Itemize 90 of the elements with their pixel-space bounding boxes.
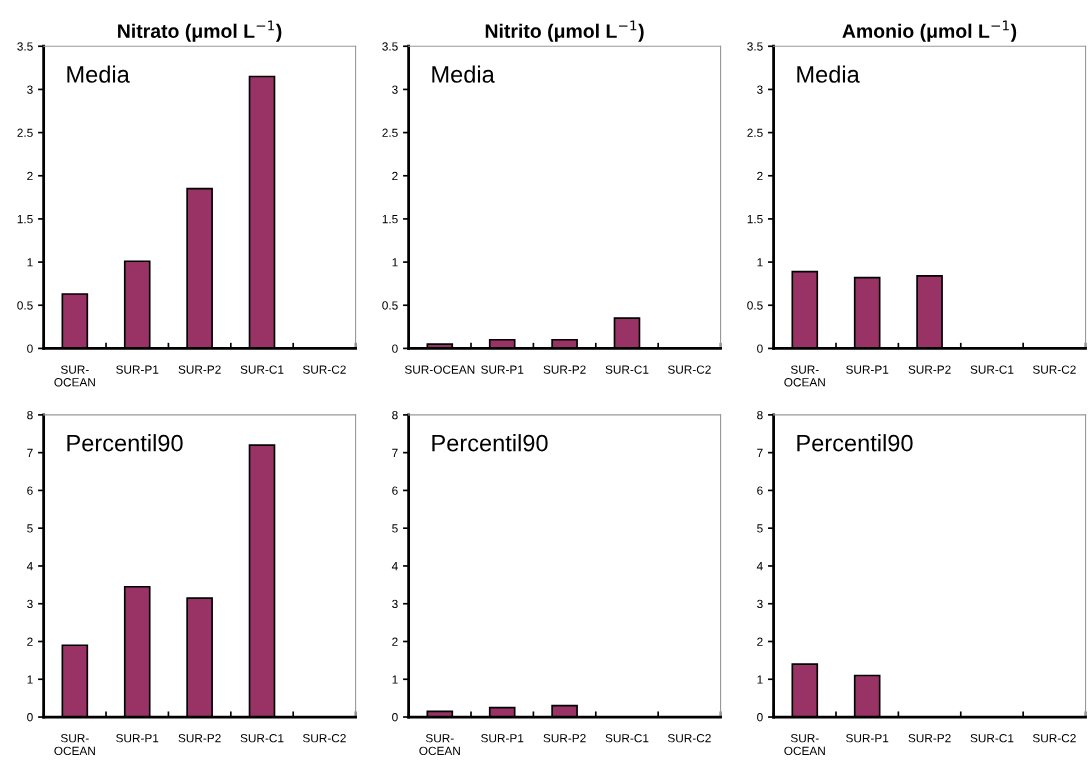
y-tick-label: 2 xyxy=(757,171,763,181)
x-tick-label: SUR-OCEAN xyxy=(404,365,475,374)
y-tick-label: 0 xyxy=(392,713,398,722)
y-tick-label: 7 xyxy=(392,448,398,457)
y-tick-label: 8 xyxy=(392,410,398,420)
chart-title: Amonio (μmol L$^{−1}$) xyxy=(842,20,1017,42)
annotation: Media xyxy=(432,65,495,83)
x-tick-label: SUR-C1 xyxy=(605,365,649,374)
y-tick-label: 2.5 xyxy=(382,128,398,137)
y-tick-label: 0 xyxy=(392,344,398,353)
x-tick-label: SUR-P1 xyxy=(846,365,889,374)
y-tick-label: 2.5 xyxy=(747,128,763,137)
y-tick-label: 0.5 xyxy=(382,301,398,310)
x-tick-label: SUR-C2 xyxy=(302,734,346,743)
chart-title: Nitrito (μmol L$^{−1}$) xyxy=(485,20,644,42)
y-tick-label: 5 xyxy=(392,524,398,533)
y-tick-label: 1 xyxy=(392,675,398,684)
x-tick-label: SUR-P1 xyxy=(116,734,159,743)
x-tick-label: SUR-C2 xyxy=(1032,734,1076,743)
chart-title: Nitrato (μmol L$^{−1}$) xyxy=(118,20,282,42)
annotation: Percentil90 xyxy=(797,434,913,452)
y-tick-label: 3 xyxy=(27,85,33,94)
y-tick-label: 2 xyxy=(757,637,763,646)
annotation: Percentil90 xyxy=(432,434,548,452)
y-tick-label: 2 xyxy=(27,171,33,181)
x-tick-label: SUR-C1 xyxy=(970,734,1014,743)
x-tick-label: SUR-P1 xyxy=(116,365,159,374)
x-tick-label: SUR-C2 xyxy=(302,365,346,374)
y-tick-label: 3.5 xyxy=(17,42,33,51)
y-tick-label: 1 xyxy=(392,258,398,267)
y-tick-label: 4 xyxy=(26,562,33,571)
y-tick-label: 5 xyxy=(757,524,763,533)
y-tick-label: 0 xyxy=(757,713,763,722)
x-tick-label: SUR-C1 xyxy=(240,365,284,374)
x-tick-label: SUR-P2 xyxy=(908,365,951,374)
y-tick-label: 1.5 xyxy=(17,215,33,224)
y-tick-label: 0 xyxy=(27,344,33,353)
y-tick-label: 3 xyxy=(27,599,33,609)
y-tick-label: 1 xyxy=(27,675,33,684)
y-tick-label: 4 xyxy=(391,562,398,571)
annotation: Media xyxy=(797,65,860,83)
y-tick-label: 4 xyxy=(756,562,763,571)
y-tick-label: 2 xyxy=(392,171,398,181)
x-tick-label: SUR- OCEAN xyxy=(54,365,95,387)
x-tick-label: SUR- OCEAN xyxy=(54,734,95,756)
y-tick-label: 1 xyxy=(757,675,763,684)
x-tick-label: SUR-P1 xyxy=(481,365,524,374)
y-tick-label: 0.5 xyxy=(17,301,33,310)
y-tick-label: 1.5 xyxy=(382,215,398,224)
y-tick-label: 7 xyxy=(757,448,763,457)
y-tick-label: 8 xyxy=(27,410,33,420)
y-tick-label: 1 xyxy=(27,258,33,267)
y-tick-label: 5 xyxy=(27,524,33,533)
x-tick-label: SUR-P2 xyxy=(908,734,951,743)
x-tick-label: SUR-C2 xyxy=(1032,365,1076,374)
y-tick-label: 0 xyxy=(757,344,763,353)
y-tick-label: 3.5 xyxy=(382,42,398,51)
y-tick-label: 1.5 xyxy=(747,215,763,224)
x-tick-label: SUR-P1 xyxy=(481,734,524,743)
x-tick-label: SUR- OCEAN xyxy=(784,365,825,387)
annotation: Percentil90 xyxy=(67,434,183,452)
x-tick-label: SUR-C1 xyxy=(240,734,284,743)
y-tick-label: 3 xyxy=(757,599,763,609)
y-tick-label: 8 xyxy=(757,410,763,420)
x-tick-label: SUR-C1 xyxy=(605,734,649,743)
y-tick-label: 2 xyxy=(392,637,398,646)
x-tick-label: SUR- OCEAN xyxy=(784,734,825,756)
x-tick-label: SUR-C2 xyxy=(667,734,711,743)
y-tick-label: 0.5 xyxy=(747,301,763,310)
x-tick-label: SUR-C1 xyxy=(970,365,1014,374)
x-tick-label: SUR-P2 xyxy=(543,734,586,743)
y-tick-label: 7 xyxy=(27,448,33,457)
y-tick-label: 2 xyxy=(27,637,33,646)
y-tick-label: 1 xyxy=(757,258,763,267)
y-tick-label: 3 xyxy=(392,599,398,609)
x-tick-label: SUR-C2 xyxy=(667,365,711,374)
y-tick-label: 3 xyxy=(392,85,398,94)
y-tick-label: 3 xyxy=(757,85,763,94)
annotation: Media xyxy=(67,65,130,83)
y-tick-label: 3.5 xyxy=(747,42,763,51)
x-tick-label: SUR- OCEAN xyxy=(419,734,460,756)
x-tick-label: SUR-P2 xyxy=(178,365,221,374)
y-tick-label: 6 xyxy=(757,486,763,495)
y-tick-label: 2.5 xyxy=(17,128,33,137)
x-tick-label: SUR-P2 xyxy=(178,734,221,743)
y-tick-label: 6 xyxy=(392,486,398,495)
y-tick-label: 0 xyxy=(27,713,33,722)
y-tick-label: 6 xyxy=(27,486,33,495)
x-tick-label: SUR-P1 xyxy=(846,734,889,743)
x-tick-label: SUR-P2 xyxy=(543,365,586,374)
